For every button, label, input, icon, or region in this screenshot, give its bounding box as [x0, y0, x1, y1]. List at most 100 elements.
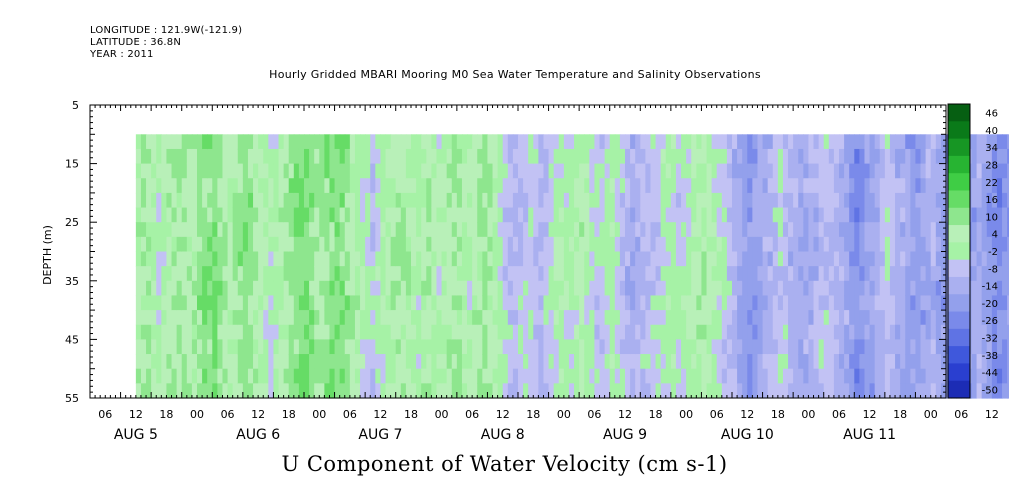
heatmap-cell	[395, 354, 402, 370]
heatmap-cell	[390, 266, 397, 282]
heatmap-cell	[839, 383, 845, 399]
heatmap-cell	[609, 266, 616, 282]
heatmap-cell	[467, 207, 473, 223]
heatmap-cell	[681, 236, 687, 253]
heatmap-cell	[232, 310, 239, 326]
heatmap-cell	[742, 368, 748, 384]
heatmap-cell	[181, 383, 188, 399]
heatmap-cell	[579, 310, 585, 326]
heatmap-cell	[140, 134, 147, 150]
heatmap-cell	[808, 178, 815, 194]
heatmap-cell	[283, 310, 290, 326]
heatmap-cell	[716, 222, 723, 238]
heatmap-cell	[849, 192, 855, 209]
heatmap-cell	[844, 310, 850, 326]
heatmap-cell	[716, 266, 723, 282]
heatmap-cell	[528, 163, 534, 179]
heatmap-cell	[314, 354, 320, 370]
heatmap-cell	[757, 354, 764, 370]
heatmap-cell	[900, 354, 906, 370]
heatmap-cell	[849, 207, 855, 223]
heatmap-cell	[197, 251, 203, 267]
heatmap-cell	[665, 134, 672, 150]
heatmap-cell	[497, 134, 504, 150]
heatmap-cell	[589, 134, 596, 150]
heatmap-cell	[767, 280, 774, 297]
heatmap-cell	[502, 266, 509, 282]
heatmap-cell	[507, 192, 514, 209]
heatmap-cell	[502, 339, 509, 355]
heatmap-cell	[742, 222, 748, 238]
heatmap-cell	[895, 222, 901, 238]
heatmap-cell	[314, 207, 320, 223]
heatmap-cell	[411, 134, 417, 150]
heatmap-cell	[202, 280, 208, 297]
heatmap-cell	[854, 354, 860, 370]
heatmap-cell	[691, 324, 697, 340]
heatmap-cell	[563, 236, 570, 253]
heatmap-cell	[701, 324, 708, 340]
heatmap-cell	[670, 266, 677, 282]
heatmap-cell	[411, 339, 417, 355]
heatmap-cell	[197, 339, 203, 355]
heatmap-cell	[497, 339, 504, 355]
heatmap-cell	[788, 148, 794, 165]
heatmap-cell	[186, 354, 193, 370]
heatmap-cell	[930, 148, 937, 165]
heatmap-cell	[844, 383, 850, 399]
heatmap-cell	[354, 134, 361, 150]
heatmap-cell	[900, 236, 906, 253]
heatmap-cell	[472, 163, 478, 179]
heatmap-cell	[579, 134, 585, 150]
heatmap-cell	[395, 207, 402, 223]
heatmap-cell	[660, 310, 667, 326]
heatmap-cell	[650, 222, 657, 238]
heatmap-cell	[288, 192, 295, 209]
heatmap-cell	[1007, 148, 1009, 165]
heatmap-cell	[574, 383, 580, 399]
heatmap-cell	[721, 354, 728, 370]
heatmap-cell	[512, 192, 519, 209]
heatmap-cell	[905, 207, 911, 223]
heatmap-cell	[599, 222, 606, 238]
heatmap-cell	[686, 163, 692, 179]
heatmap-cell	[258, 295, 264, 311]
heatmap-cell	[828, 222, 835, 238]
heatmap-cell	[151, 148, 157, 165]
heatmap-cell	[304, 339, 310, 355]
heatmap-cell	[675, 280, 682, 297]
heatmap-cell	[360, 339, 366, 355]
heatmap-cell	[594, 134, 601, 150]
heatmap-cell	[813, 148, 820, 165]
heatmap-cell	[309, 354, 315, 370]
heatmap-cell	[472, 310, 478, 326]
heatmap-cell	[594, 280, 601, 297]
heatmap-cell	[619, 178, 626, 194]
heatmap-cell	[502, 178, 509, 194]
heatmap-cell	[273, 148, 280, 165]
heatmap-cell	[777, 222, 784, 238]
heatmap-cell	[523, 310, 529, 326]
heatmap-cell	[930, 251, 937, 267]
heatmap-cell	[645, 163, 652, 179]
heatmap-cell	[451, 148, 458, 165]
heatmap-cell	[446, 134, 453, 150]
heatmap-cell	[253, 266, 259, 282]
heatmap-cell	[518, 368, 524, 384]
heatmap-cell	[380, 266, 387, 282]
heatmap-cell	[202, 178, 208, 194]
heatmap-cell	[747, 192, 753, 209]
heatmap-cell	[385, 222, 392, 238]
heatmap-cell	[156, 178, 162, 194]
heatmap-cell	[660, 383, 667, 399]
heatmap-cell	[156, 339, 162, 355]
heatmap-cell	[803, 251, 810, 267]
heatmap-cell	[833, 266, 840, 282]
heatmap-cell	[910, 310, 917, 326]
heatmap-cell	[681, 383, 687, 399]
heatmap-cell	[283, 134, 290, 150]
heatmap-cell	[273, 310, 280, 326]
heatmap-cell	[691, 207, 697, 223]
heatmap-cell	[268, 222, 275, 238]
heatmap-cell	[405, 222, 412, 238]
